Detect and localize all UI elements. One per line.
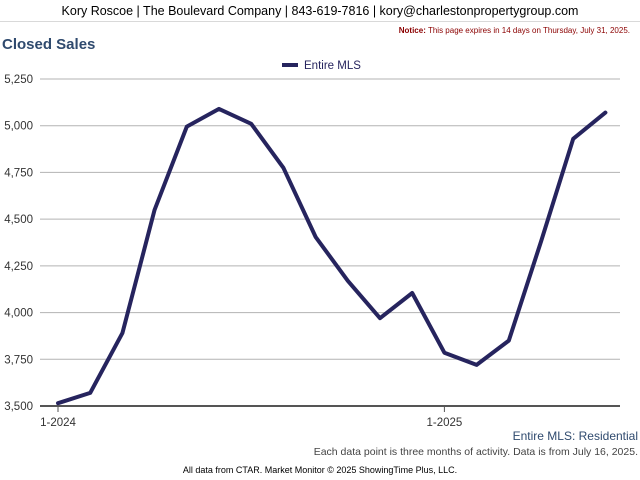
x-tick-label: 1-2025 xyxy=(426,417,462,429)
data-point xyxy=(346,279,349,282)
data-point xyxy=(314,235,317,238)
data-point xyxy=(443,351,446,354)
legend-label: Entire MLS xyxy=(304,60,361,72)
y-tick-label: 4,500 xyxy=(4,214,33,226)
contact-text: Kory Roscoe | The Boulevard Company | 84… xyxy=(62,4,579,18)
contact-header: Kory Roscoe | The Boulevard Company | 84… xyxy=(0,0,640,22)
data-point xyxy=(572,137,575,140)
y-tick-label: 4,250 xyxy=(4,261,33,273)
notice-label: Notice: xyxy=(399,26,426,35)
y-tick-label: 5,250 xyxy=(4,74,33,86)
data-point xyxy=(379,317,382,320)
chart-title: Closed Sales xyxy=(2,36,95,53)
data-point xyxy=(121,332,124,335)
data-point xyxy=(250,122,253,125)
data-point xyxy=(475,363,478,366)
data-point xyxy=(540,240,543,243)
footer-credit: All data from CTAR. Market Monitor © 202… xyxy=(0,465,640,475)
data-point xyxy=(604,111,607,114)
y-tick-label: 3,500 xyxy=(4,401,33,413)
data-note: Each data point is three months of activ… xyxy=(314,446,638,458)
data-point xyxy=(153,208,156,211)
data-point xyxy=(89,391,92,394)
y-tick-label: 5,000 xyxy=(4,121,33,133)
y-tick-label: 3,750 xyxy=(4,354,33,366)
data-point xyxy=(282,166,285,169)
data-point xyxy=(218,107,221,110)
data-point xyxy=(411,291,414,294)
data-point xyxy=(57,402,60,405)
data-point xyxy=(185,125,188,128)
y-tick-label: 4,000 xyxy=(4,308,33,320)
notice-text: This page expires in 14 days on Thursday… xyxy=(428,26,630,35)
chart-area: 3,500 3,750 4,000 4,250 4,500 4,750 5,000 5,250… xyxy=(0,52,640,432)
closed-sales-chart: 3,500 3,750 4,000 4,250 4,500 4,750 5,000 5,250… xyxy=(0,52,640,432)
series-caption: Entire MLS: Residential xyxy=(513,429,638,443)
y-tick-label: 4,750 xyxy=(4,167,33,179)
expiry-notice: Notice: This page expires in 14 days on … xyxy=(399,26,630,35)
x-tick-label: 1-2024 xyxy=(40,417,76,429)
data-point xyxy=(507,339,510,342)
